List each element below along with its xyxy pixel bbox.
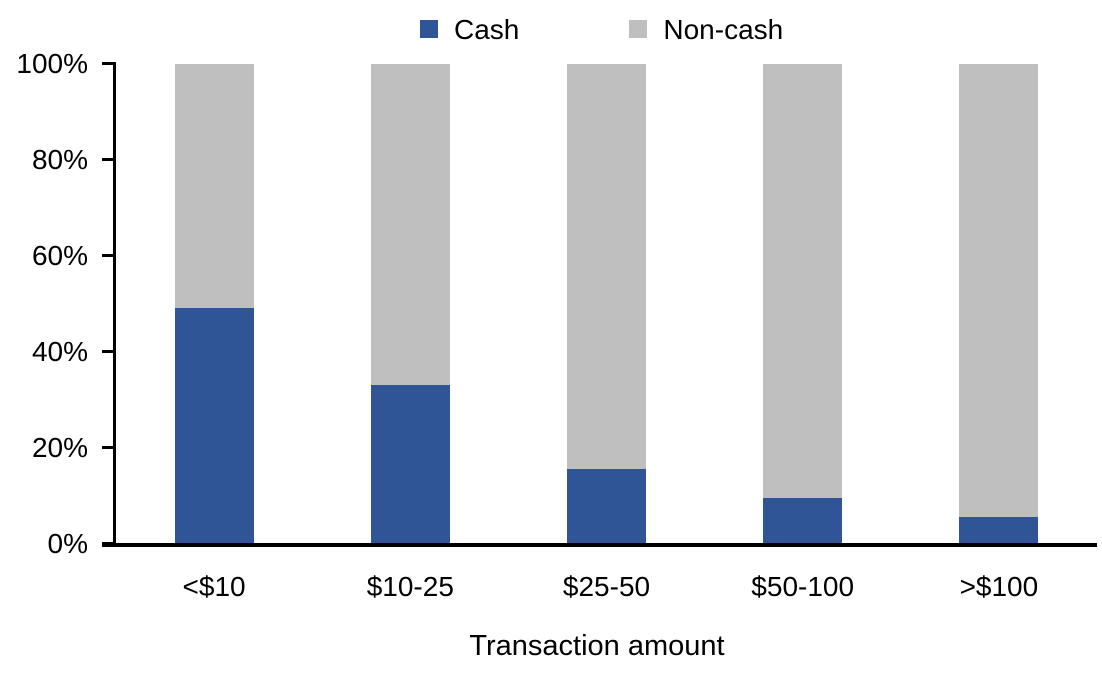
- x-axis-category-label: $50-100: [751, 571, 855, 602]
- x-axis-category-label: >$100: [959, 571, 1039, 602]
- bar-segment-cash-10-25: [370, 385, 450, 544]
- x-axis-category-label: $10-25: [366, 571, 454, 602]
- legend-item-cash: Cash: [420, 13, 519, 47]
- x-axis-category-label: $25-50: [562, 571, 651, 602]
- bar-segment-cash-10: [174, 308, 254, 544]
- x-axis-title: Transaction amount: [469, 630, 725, 662]
- bar-segment-cash-25-50: [567, 469, 646, 544]
- legend-label: Non-cash: [663, 14, 784, 45]
- x-axis-line: [102, 543, 1097, 547]
- bar-segment-cash-100: [959, 517, 1039, 544]
- bar-segment-cash-50-100: [763, 497, 843, 544]
- y-axis-tick-label: 20%: [31, 431, 88, 463]
- y-axis-tick: [102, 542, 116, 545]
- bar-segment-non-cash-10: [174, 63, 254, 309]
- y-axis-tick-label: 80%: [31, 143, 88, 175]
- y-axis-tick: [102, 350, 116, 353]
- bar-segment-non-cash-10-25: [370, 63, 450, 386]
- bar-segment-non-cash-100: [959, 63, 1039, 518]
- x-axis-category-label: <$10: [182, 571, 246, 602]
- legend-swatch-icon: [420, 20, 438, 38]
- bar-segment-non-cash-50-100: [763, 63, 843, 498]
- y-axis-tick: [102, 446, 116, 449]
- y-axis-tick-label: 60%: [31, 239, 88, 271]
- legend-swatch-icon: [629, 20, 648, 38]
- legend-item-non-cash: Non-cash: [629, 13, 783, 47]
- legend-label: Cash: [454, 14, 520, 45]
- y-axis-tick-label: 40%: [31, 335, 88, 367]
- y-axis-line: [113, 63, 116, 544]
- y-axis-tick: [102, 158, 116, 161]
- y-axis-tick-label: 0%: [47, 527, 88, 559]
- y-axis-tick: [102, 254, 116, 257]
- y-axis-tick: [102, 62, 116, 65]
- chart-legend: Cash Non-cash: [420, 13, 783, 47]
- bar-segment-non-cash-25-50: [567, 63, 646, 470]
- y-axis-tick-label: 100%: [16, 47, 88, 79]
